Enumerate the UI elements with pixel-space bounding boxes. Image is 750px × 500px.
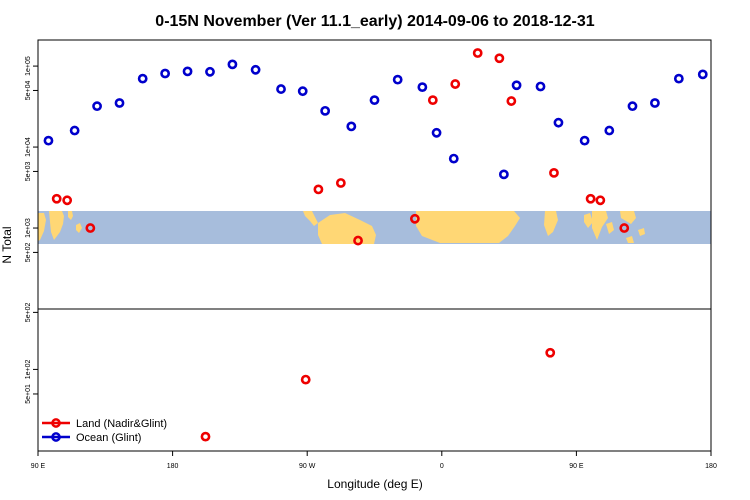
- ocean-point-upper-27: [673, 73, 684, 84]
- land-point-upper-10: [494, 53, 505, 64]
- ocean-point-upper-17: [431, 127, 442, 138]
- x-tick-label-2: 90 W: [299, 463, 316, 470]
- land-point-upper-8: [450, 79, 461, 89]
- land-point-upper-6: [409, 213, 420, 224]
- x-tick-label-3: 0: [440, 463, 444, 470]
- x-axis: 90 E 180 90 W 0 90 E 180: [31, 451, 717, 470]
- legend: Land (Nadir&Glint) Ocean (Glint): [42, 418, 167, 444]
- land-point-lower-0: [300, 374, 311, 385]
- ocean-point-upper-16: [417, 82, 428, 93]
- land-point-upper-11: [506, 96, 517, 106]
- lower-y-tick-label-0: 5e+01: [25, 384, 32, 404]
- ocean-point-upper-3: [114, 98, 125, 108]
- legend-item-ocean: Ocean (Glint): [42, 432, 141, 444]
- lower-y-tick-label-1: 1e+02: [25, 359, 32, 379]
- upper-y-tick-label-0: 5e+02: [25, 242, 32, 262]
- x-tick-label-4: 90 E: [569, 463, 584, 470]
- x-axis-label: Longitude (deg E): [327, 477, 422, 491]
- ocean-point-upper-0: [43, 135, 54, 146]
- ocean-point-upper-18: [448, 153, 459, 164]
- legend-marker-land: [51, 418, 61, 428]
- y-axis-upper: 5e+02 1e+03 5e+03 1e+04 5e+04 1e+05: [25, 56, 38, 262]
- y-axis-lower: 5e+01 1e+02 5e+02: [25, 302, 38, 404]
- land-point-upper-13: [585, 193, 596, 204]
- ocean-point-upper-12: [320, 105, 331, 116]
- x-tick-label-1: 180: [167, 463, 179, 470]
- ocean-point-upper-23: [579, 135, 590, 146]
- land-point-lower-2: [545, 347, 556, 358]
- ocean-point-upper-9: [250, 64, 261, 75]
- ocean-point-upper-11: [297, 86, 308, 97]
- data-points: [43, 48, 708, 442]
- ocean-point-upper-14: [369, 95, 380, 106]
- ocean-point-upper-6: [182, 66, 193, 77]
- ocean-point-upper-15: [392, 74, 403, 85]
- land-point-upper-0: [51, 193, 62, 204]
- ocean-point-upper-22: [553, 117, 564, 128]
- ocean-point-upper-26: [650, 98, 660, 108]
- land-point-upper-1: [62, 195, 73, 206]
- ocean-point-upper-13: [346, 121, 357, 132]
- lower-panel-frame: [37, 308, 712, 452]
- map-land: [38, 211, 645, 244]
- ocean-point-upper-4: [137, 73, 148, 84]
- land-point-upper-5: [353, 235, 363, 246]
- land-point-lower-1: [200, 431, 211, 442]
- ocean-point-upper-24: [604, 125, 615, 136]
- legend-marker-ocean: [51, 432, 61, 442]
- upper-y-tick-label-2: 5e+03: [25, 162, 32, 182]
- x-tick-label-0: 90 E: [31, 463, 46, 470]
- upper-y-tick-label-5: 1e+05: [25, 56, 32, 76]
- land-point-upper-2: [85, 223, 96, 233]
- land-point-upper-4: [335, 178, 346, 188]
- ocean-point-upper-1: [69, 125, 80, 136]
- lower-y-tick-label-2: 5e+02: [25, 302, 32, 322]
- upper-y-tick-label-3: 1e+04: [25, 137, 32, 157]
- land-point-upper-15: [619, 223, 630, 233]
- ocean-point-upper-10: [276, 84, 286, 94]
- ocean-point-upper-8: [227, 59, 238, 70]
- legend-label-ocean: Ocean (Glint): [76, 432, 141, 444]
- legend-item-land: Land (Nadir&Glint): [42, 418, 167, 430]
- ocean-point-upper-20: [511, 80, 522, 91]
- land-point-upper-9: [472, 48, 483, 58]
- ocean-point-upper-2: [92, 101, 102, 112]
- upper-y-tick-label-4: 5e+04: [25, 81, 32, 101]
- ocean-point-upper-5: [160, 68, 171, 79]
- land-point-upper-3: [313, 184, 324, 195]
- land-point-upper-12: [549, 167, 559, 178]
- ocean-point-upper-19: [498, 169, 509, 180]
- land-point-upper-7: [427, 95, 438, 106]
- chart-title: 0-15N November (Ver 11.1_early) 2014-09-…: [155, 13, 594, 30]
- ocean-point-upper-28: [697, 69, 708, 80]
- land-point-upper-14: [595, 195, 606, 206]
- upper-y-tick-label-1: 1e+03: [25, 218, 32, 238]
- ocean-point-upper-25: [627, 101, 638, 112]
- x-tick-label-5: 180: [705, 463, 717, 470]
- ocean-point-upper-7: [205, 66, 215, 77]
- ocean-point-upper-21: [535, 81, 546, 92]
- background-map: [38, 211, 711, 244]
- legend-label-land: Land (Nadir&Glint): [76, 418, 167, 430]
- y-axis-label: N Total: [0, 226, 14, 263]
